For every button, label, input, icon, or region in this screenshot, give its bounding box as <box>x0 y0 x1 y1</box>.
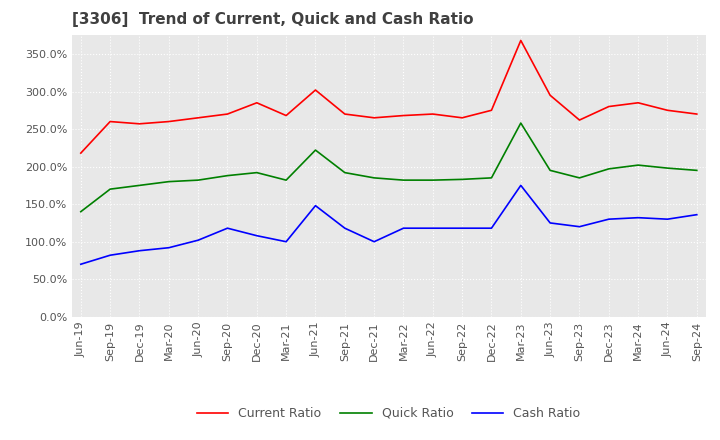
Quick Ratio <box>605 166 613 172</box>
Current Ratio <box>194 115 202 121</box>
Current Ratio <box>634 100 642 106</box>
Quick Ratio <box>399 177 408 183</box>
Cash Ratio <box>693 212 701 217</box>
Quick Ratio <box>223 173 232 178</box>
Cash Ratio <box>428 226 437 231</box>
Cash Ratio <box>516 183 525 188</box>
Quick Ratio <box>370 175 379 180</box>
Cash Ratio <box>370 239 379 244</box>
Current Ratio <box>223 111 232 117</box>
Quick Ratio <box>458 177 467 182</box>
Legend: Current Ratio, Quick Ratio, Cash Ratio: Current Ratio, Quick Ratio, Cash Ratio <box>192 402 585 425</box>
Current Ratio <box>663 108 672 113</box>
Line: Quick Ratio: Quick Ratio <box>81 123 697 212</box>
Cash Ratio <box>575 224 584 229</box>
Quick Ratio <box>106 187 114 192</box>
Cash Ratio <box>634 215 642 220</box>
Current Ratio <box>76 150 85 156</box>
Current Ratio <box>106 119 114 124</box>
Quick Ratio <box>516 121 525 126</box>
Text: [3306]  Trend of Current, Quick and Cash Ratio: [3306] Trend of Current, Quick and Cash … <box>72 12 474 27</box>
Current Ratio <box>575 117 584 123</box>
Quick Ratio <box>693 168 701 173</box>
Cash Ratio <box>282 239 290 244</box>
Line: Cash Ratio: Cash Ratio <box>81 185 697 264</box>
Cash Ratio <box>164 245 173 250</box>
Cash Ratio <box>76 262 85 267</box>
Cash Ratio <box>106 253 114 258</box>
Cash Ratio <box>223 226 232 231</box>
Quick Ratio <box>487 175 496 180</box>
Cash Ratio <box>487 226 496 231</box>
Quick Ratio <box>194 177 202 183</box>
Quick Ratio <box>311 147 320 153</box>
Cash Ratio <box>605 216 613 222</box>
Current Ratio <box>135 121 144 126</box>
Cash Ratio <box>663 216 672 222</box>
Quick Ratio <box>76 209 85 214</box>
Current Ratio <box>693 111 701 117</box>
Current Ratio <box>253 100 261 106</box>
Quick Ratio <box>341 170 349 175</box>
Cash Ratio <box>458 226 467 231</box>
Cash Ratio <box>399 226 408 231</box>
Current Ratio <box>282 113 290 118</box>
Quick Ratio <box>282 177 290 183</box>
Current Ratio <box>164 119 173 124</box>
Cash Ratio <box>341 226 349 231</box>
Current Ratio <box>341 111 349 117</box>
Quick Ratio <box>546 168 554 173</box>
Current Ratio <box>516 38 525 43</box>
Current Ratio <box>428 111 437 117</box>
Quick Ratio <box>663 165 672 171</box>
Quick Ratio <box>428 177 437 183</box>
Current Ratio <box>458 115 467 121</box>
Line: Current Ratio: Current Ratio <box>81 40 697 153</box>
Cash Ratio <box>194 238 202 243</box>
Quick Ratio <box>634 162 642 168</box>
Cash Ratio <box>311 203 320 208</box>
Current Ratio <box>605 104 613 109</box>
Current Ratio <box>399 113 408 118</box>
Current Ratio <box>487 108 496 113</box>
Cash Ratio <box>253 233 261 238</box>
Quick Ratio <box>135 183 144 188</box>
Quick Ratio <box>164 179 173 184</box>
Cash Ratio <box>546 220 554 226</box>
Quick Ratio <box>575 175 584 180</box>
Cash Ratio <box>135 248 144 253</box>
Current Ratio <box>370 115 379 121</box>
Current Ratio <box>546 93 554 98</box>
Quick Ratio <box>253 170 261 175</box>
Current Ratio <box>311 88 320 93</box>
